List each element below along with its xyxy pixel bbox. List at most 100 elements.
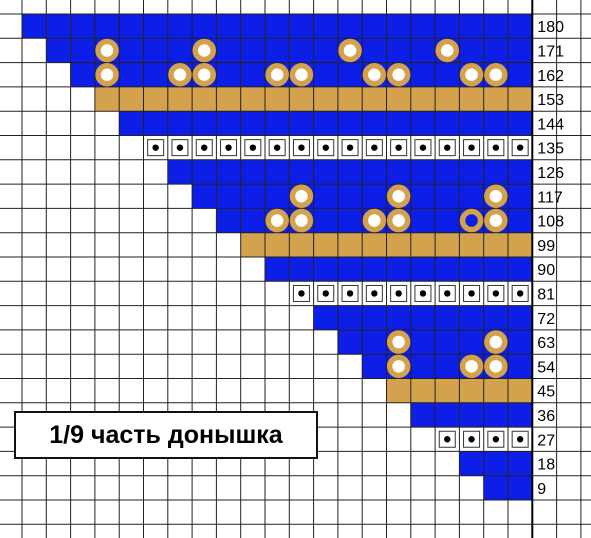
row-label: 90: [537, 262, 555, 279]
gold-bead: [459, 232, 484, 257]
blue-bead: [386, 14, 411, 39]
gold-bead: [483, 378, 508, 403]
row-label: 9: [537, 481, 546, 498]
gold-bead: [459, 86, 484, 112]
blue-bead: [216, 111, 241, 136]
blue-bead: [410, 354, 436, 379]
cluster-bead: [484, 208, 508, 233]
pattern-beads: [95, 38, 529, 448]
dot-bead-dot: [419, 290, 427, 297]
cluster-bead: [289, 63, 314, 87]
blue-bead: [313, 159, 338, 185]
blue-bead: [119, 111, 144, 136]
blue-bead: [459, 257, 484, 282]
blue-bead: [410, 14, 436, 39]
blue-bead: [483, 38, 508, 63]
blue-bead: [240, 208, 265, 233]
cluster-bead: [362, 208, 387, 233]
blue-bead: [313, 111, 338, 136]
blue-bead: [508, 257, 533, 282]
dot-bead-dot: [346, 144, 354, 151]
blue-bead: [410, 111, 436, 136]
blue-bead: [313, 38, 338, 63]
dot-bead-dot: [492, 436, 500, 443]
blue-bead: [362, 159, 387, 185]
dot-bead-dot: [152, 144, 159, 151]
blue-bead: [119, 62, 144, 87]
blue-bead: [459, 329, 484, 355]
cluster-bead: [265, 208, 289, 233]
blue-bead: [313, 305, 338, 330]
blue-bead: [435, 402, 460, 428]
gold-bead: [386, 86, 411, 112]
blue-bead: [435, 14, 460, 39]
gold-bead: [240, 232, 265, 257]
gold-bead: [362, 232, 387, 257]
blue-bead: [508, 111, 533, 136]
gold-bead: [386, 378, 411, 403]
blue-bead: [435, 62, 460, 87]
blue-bead: [240, 159, 265, 185]
row-number-column: 180 171 162 153 144 135 126 117 108 99 90 81 72 63 54 4…: [537, 19, 564, 498]
cluster-bead: [386, 63, 411, 87]
gold-bead: [265, 232, 290, 257]
cluster-bead: [289, 208, 314, 233]
blue-bead: [265, 111, 290, 136]
row-label: 153: [537, 92, 564, 109]
dot-bead-dot: [516, 290, 524, 297]
blue-bead: [337, 159, 363, 185]
cluster-bead: [484, 330, 508, 354]
row-label: 72: [537, 311, 555, 328]
blue-bead: [119, 38, 144, 63]
blue-bead: [192, 111, 217, 136]
dot-bead-dot: [249, 144, 257, 151]
gold-bead: [508, 378, 533, 403]
gold-bead: [192, 86, 217, 112]
gold-bead: [337, 232, 363, 257]
gold-bead: [167, 86, 193, 112]
blue-bead: [362, 329, 387, 355]
cluster-bead: [386, 208, 411, 233]
caption-box: 1/9 часть донышка: [14, 411, 318, 459]
gold-bead: [119, 86, 144, 112]
blue-bead: [508, 208, 533, 233]
cluster-bead: [289, 184, 314, 208]
blue-bead: [362, 305, 387, 330]
blue-bead: [435, 159, 460, 185]
blue-bead: [240, 111, 265, 136]
gold-bead: [143, 86, 168, 112]
blue-bead: [386, 305, 411, 330]
blue-bead: [410, 305, 436, 330]
blue-bead: [240, 14, 265, 39]
dot-bead-dot: [492, 290, 500, 297]
row-label: 180: [537, 19, 564, 36]
blue-bead: [216, 159, 241, 185]
gold-bead: [94, 86, 120, 112]
blue-bead: [143, 38, 168, 63]
blue-bead: [143, 111, 168, 136]
blue-bead: [483, 159, 508, 185]
blue-bead: [337, 257, 363, 282]
blue-bead: [459, 111, 484, 136]
dot-bead-dot: [176, 144, 184, 151]
gold-bead: [435, 86, 460, 112]
gold-bead: [337, 86, 363, 112]
blue-bead: [435, 257, 460, 282]
blue-bead: [70, 62, 95, 87]
blue-bead: [508, 329, 533, 355]
blue-bead: [289, 159, 314, 185]
dot-bead-dot: [468, 436, 475, 443]
gold-bead: [362, 86, 387, 112]
blue-bead: [22, 14, 47, 39]
blue-bead: [337, 329, 363, 355]
blue-bead: [410, 38, 436, 63]
blue-bead: [192, 14, 217, 39]
blue-bead: [508, 159, 533, 185]
cluster-bead: [95, 63, 119, 87]
blue-bead: [508, 14, 533, 39]
dot-bead-dot: [298, 290, 305, 297]
blue-bead: [240, 38, 265, 63]
blue-bead: [362, 14, 387, 39]
blue-bead: [167, 38, 193, 63]
